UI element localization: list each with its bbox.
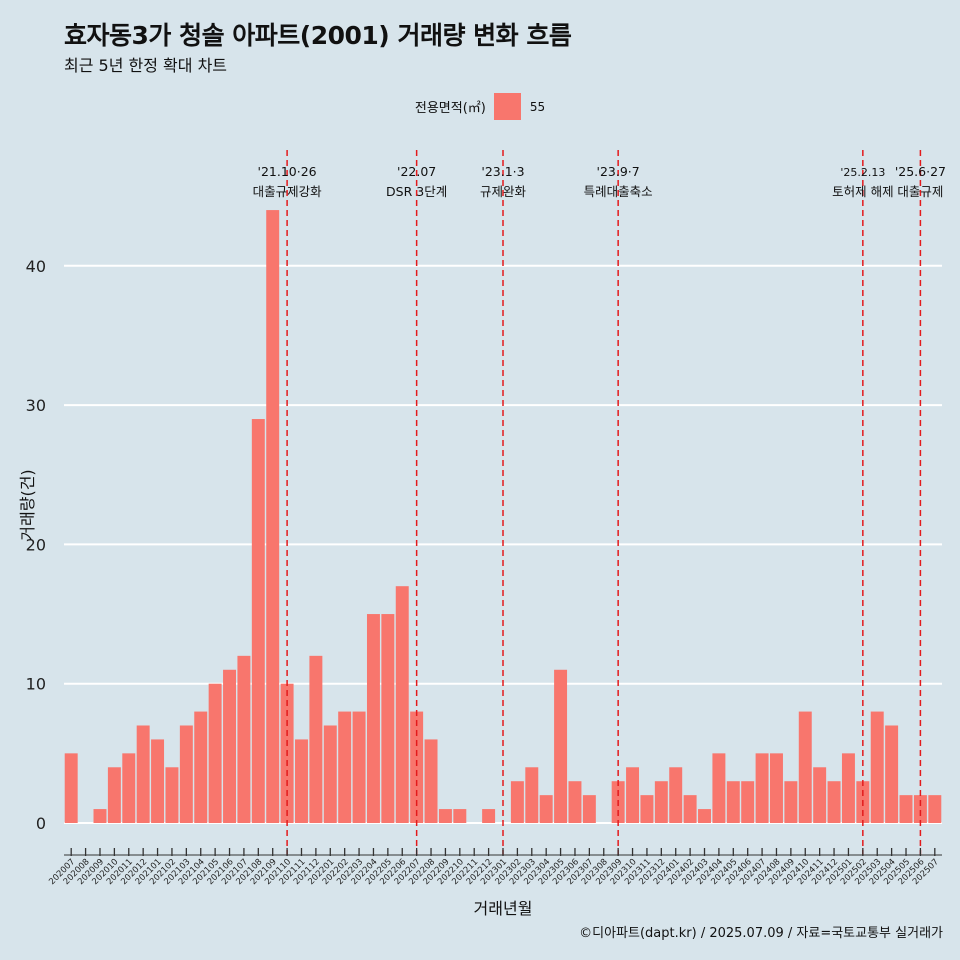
bar-202202 xyxy=(338,711,352,823)
bar-202501 xyxy=(841,753,855,823)
bar-202404 xyxy=(712,753,726,823)
event-date-label: '25.6·27 xyxy=(895,164,946,179)
bar-202101 xyxy=(151,739,165,823)
bar-202305 xyxy=(554,669,568,823)
legend: 전용면적(㎡) 55 xyxy=(0,93,960,120)
event-name-label: 규제완화 xyxy=(480,184,527,199)
bar-202312 xyxy=(654,781,668,823)
event-date-label: '25.2.13 xyxy=(840,166,885,179)
bar-202102 xyxy=(165,767,179,823)
bars xyxy=(64,210,942,823)
bar-202503 xyxy=(870,711,884,823)
bar-202401 xyxy=(669,767,683,823)
bar-202104 xyxy=(194,711,208,823)
bar-202209 xyxy=(438,809,452,823)
bar-202012 xyxy=(136,725,150,823)
bar-202106 xyxy=(223,669,237,823)
event-date-label: '23.1·3 xyxy=(481,164,524,179)
bar-202109 xyxy=(266,210,280,823)
event-date-label: '22.07 xyxy=(397,164,436,179)
bar-202409 xyxy=(784,781,798,823)
bar-202402 xyxy=(683,795,697,823)
y-axis-title: 거래량(건) xyxy=(18,469,37,540)
chart-title: 효자동3가 청솔 아파트(2001) 거래량 변화 흐름 xyxy=(64,21,572,50)
bar-202208 xyxy=(424,739,438,823)
y-tick-label: 30 xyxy=(26,396,46,415)
event-name-label: 특례대출축소 xyxy=(584,184,653,199)
source-caption: ©디아파트(dapt.kr) / 2025.07.09 / 자료=국토교통부 실… xyxy=(579,926,943,941)
bar-202303 xyxy=(525,767,539,823)
bar-202103 xyxy=(179,725,193,823)
event-name-label: 대출규제 xyxy=(897,184,943,199)
bar-202505 xyxy=(899,795,913,823)
event-date-label: '23.9·7 xyxy=(597,164,640,179)
bar-202107 xyxy=(237,655,251,823)
bar-202504 xyxy=(885,725,899,823)
bar-202105 xyxy=(208,683,222,823)
bar-202201 xyxy=(323,725,337,823)
bar-202407 xyxy=(755,753,769,823)
legend-swatch xyxy=(493,93,521,120)
legend-title: 전용면적(㎡) xyxy=(414,101,486,116)
bar-202212 xyxy=(482,809,496,823)
bar-202403 xyxy=(698,809,711,823)
bar-202302 xyxy=(510,781,524,823)
bar-202010 xyxy=(107,767,121,823)
bar-202410 xyxy=(798,711,812,823)
axes: 2020072020082020092020102020112020122021… xyxy=(18,469,942,918)
y-tick-label: 20 xyxy=(26,535,46,554)
bar-202304 xyxy=(539,795,553,823)
bar-202411 xyxy=(813,767,827,823)
bar-202306 xyxy=(568,781,582,823)
bar-202506 xyxy=(913,795,927,823)
bar-202311 xyxy=(640,795,654,823)
bar-202112 xyxy=(309,655,323,823)
y-tick-label: 40 xyxy=(26,257,46,276)
event-date-label: '21.10·26 xyxy=(258,164,317,179)
event-name-label: 대출규제강화 xyxy=(253,184,323,199)
bar-202203 xyxy=(352,711,366,823)
legend-label: 55 xyxy=(529,99,546,114)
x-axis-title: 거래년월 xyxy=(474,899,533,918)
bar-202011 xyxy=(122,753,136,823)
y-tick-label: 10 xyxy=(26,675,46,694)
bar-202205 xyxy=(381,614,395,823)
bar-202009 xyxy=(93,809,107,823)
bar-202507 xyxy=(928,795,942,823)
bar-202406 xyxy=(741,781,755,823)
bar-202204 xyxy=(366,614,380,823)
event-name-label: DSR 3단계 xyxy=(386,184,447,199)
bar-202310 xyxy=(626,767,640,823)
bar-202207 xyxy=(410,711,424,823)
bar-202405 xyxy=(726,781,740,823)
y-tick-label: 0 xyxy=(36,814,46,833)
bar-202408 xyxy=(769,753,783,823)
chart-subtitle: 최근 5년 한정 확대 차트 xyxy=(64,56,228,75)
bar-202206 xyxy=(395,586,409,823)
bar-202108 xyxy=(251,419,265,823)
bar-202007 xyxy=(64,753,78,823)
bar-202307 xyxy=(582,795,596,823)
bar-202412 xyxy=(827,781,841,823)
event-name-label: 토허제 해제 xyxy=(832,184,893,199)
event-lines: '21.10·26 대출규제강화 '22.07 DSR 3단계 '23.1·3 규제완화 '… xyxy=(253,150,946,855)
bar-202111 xyxy=(295,739,308,823)
bar-202210 xyxy=(453,809,467,823)
